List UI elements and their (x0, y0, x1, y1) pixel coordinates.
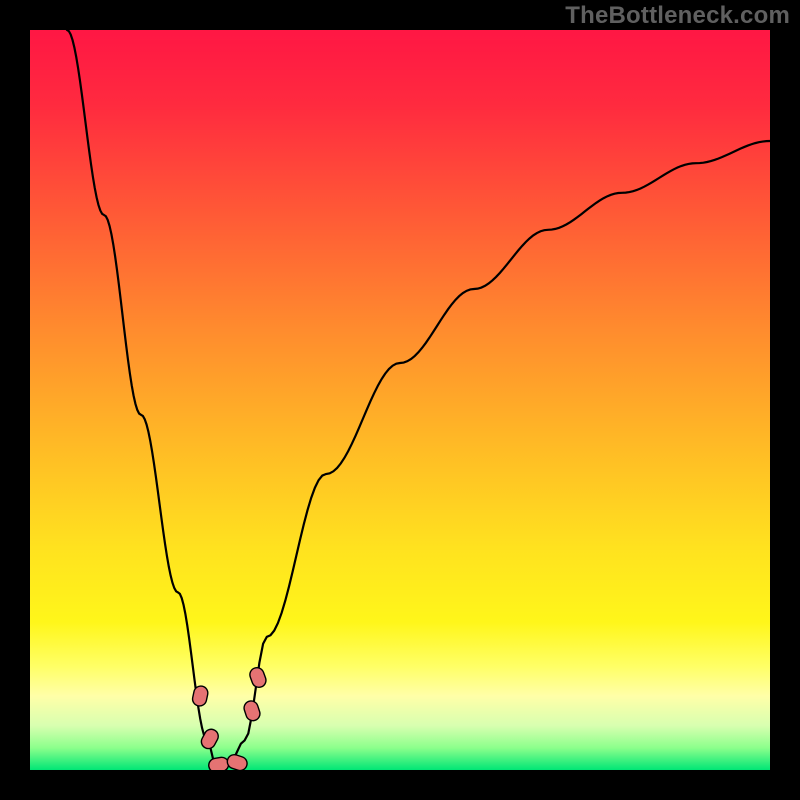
chart-frame: TheBottleneck.com (0, 0, 800, 800)
gradient-background (30, 30, 770, 770)
bottleneck-chart (30, 30, 770, 770)
watermark-text: TheBottleneck.com (565, 2, 790, 30)
